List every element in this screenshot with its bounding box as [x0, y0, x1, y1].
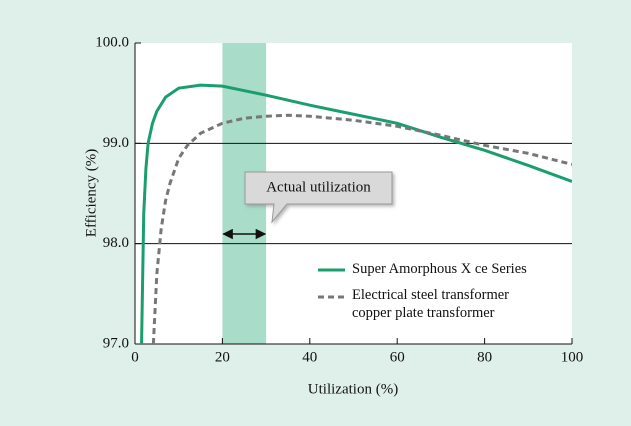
- y-tick-label: 100.0: [95, 34, 129, 50]
- y-tick-label: 97.0: [103, 335, 129, 351]
- x-axis-label: Utilization (%): [308, 381, 398, 397]
- series-line: [151, 113, 572, 344]
- callout: [244, 171, 393, 224]
- x-tick-label: 80: [477, 349, 492, 365]
- x-tick-label: 20: [215, 349, 230, 365]
- x-tick-label: 40: [302, 349, 317, 365]
- series-line: [140, 83, 572, 344]
- y-tick-label: 98.0: [103, 235, 129, 251]
- x-tick-label: 0: [131, 349, 139, 365]
- legend: Super Amorphous X ce Series Electrical st…: [352, 260, 552, 330]
- legend-entry: Super Amorphous X ce Series: [352, 261, 527, 277]
- y-axis-label: Efficiency (%): [83, 149, 99, 237]
- legend-entry: Electrical steel transformer copper plat…: [352, 287, 510, 321]
- y-tick-label: 99.0: [103, 135, 129, 151]
- annotation: Actual utilization: [266, 179, 371, 195]
- x-tick-label: 100: [561, 349, 584, 365]
- x-tick-label: 60: [390, 349, 405, 365]
